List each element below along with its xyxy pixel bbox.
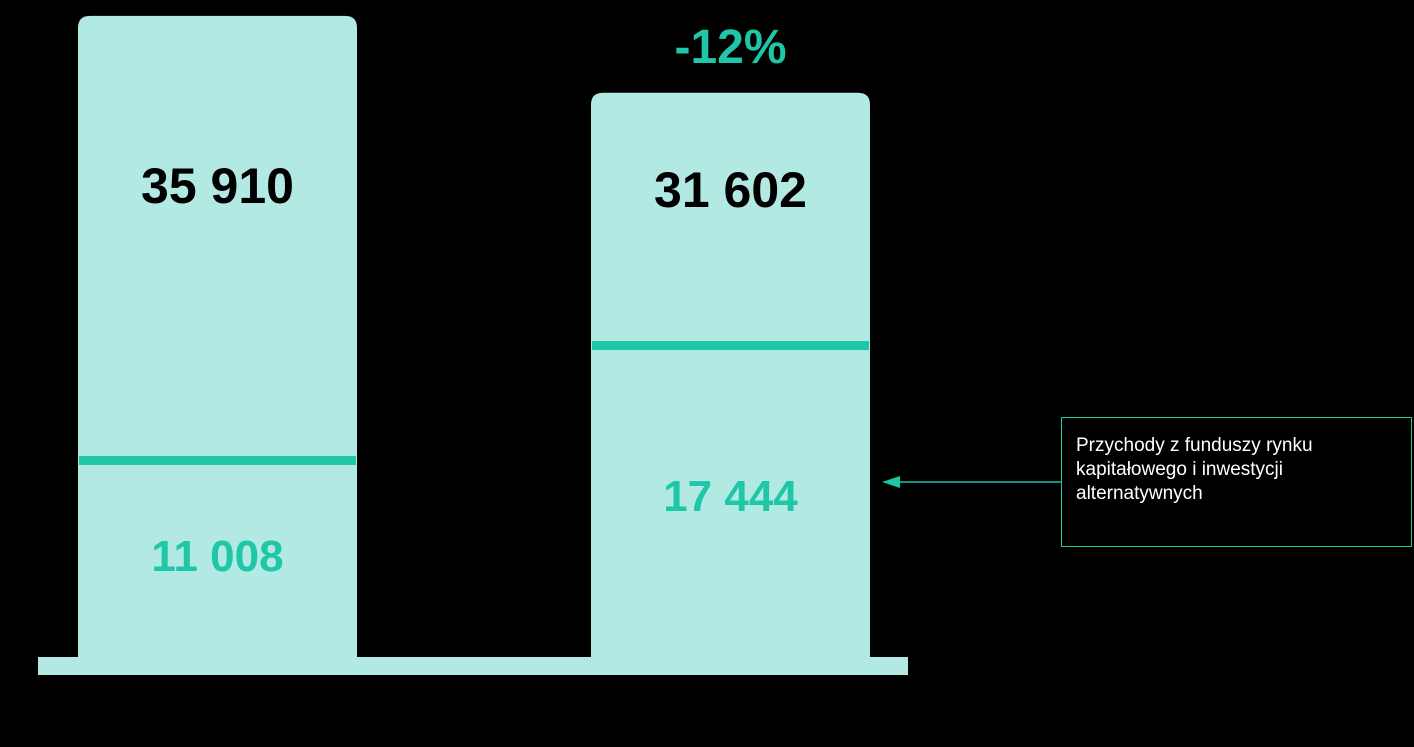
callout-box: Przychody z funduszy rynku kapitałowego …	[1061, 417, 1412, 547]
labels-layer: 35 910 11 008 1Q25 31 602 17 444 1Q26 -12%	[141, 21, 807, 744]
category-label-1q26: 1Q26	[686, 703, 774, 744]
callout-text: Przychody z funduszy rynku kapitałowego …	[1076, 435, 1313, 504]
segment-divider-1q25	[79, 455, 356, 465]
callout-arrow-head	[882, 476, 900, 488]
bar-1q26	[591, 92, 870, 657]
bar-1q25	[78, 15, 357, 657]
category-label-1q25: 1Q25	[173, 703, 261, 744]
bars-layer	[78, 15, 870, 657]
total-value-label-1q26: 31 602	[654, 162, 807, 218]
total-value-label-1q25: 35 910	[141, 158, 294, 214]
callout-arrow	[882, 476, 1061, 488]
segment-value-label-1q25: 11 008	[151, 532, 283, 581]
segment-value-label-1q26: 17 444	[663, 472, 798, 521]
change-percent-label: -12%	[674, 21, 786, 74]
segment-divider-1q26	[592, 341, 869, 351]
chart-baseline	[38, 657, 908, 675]
